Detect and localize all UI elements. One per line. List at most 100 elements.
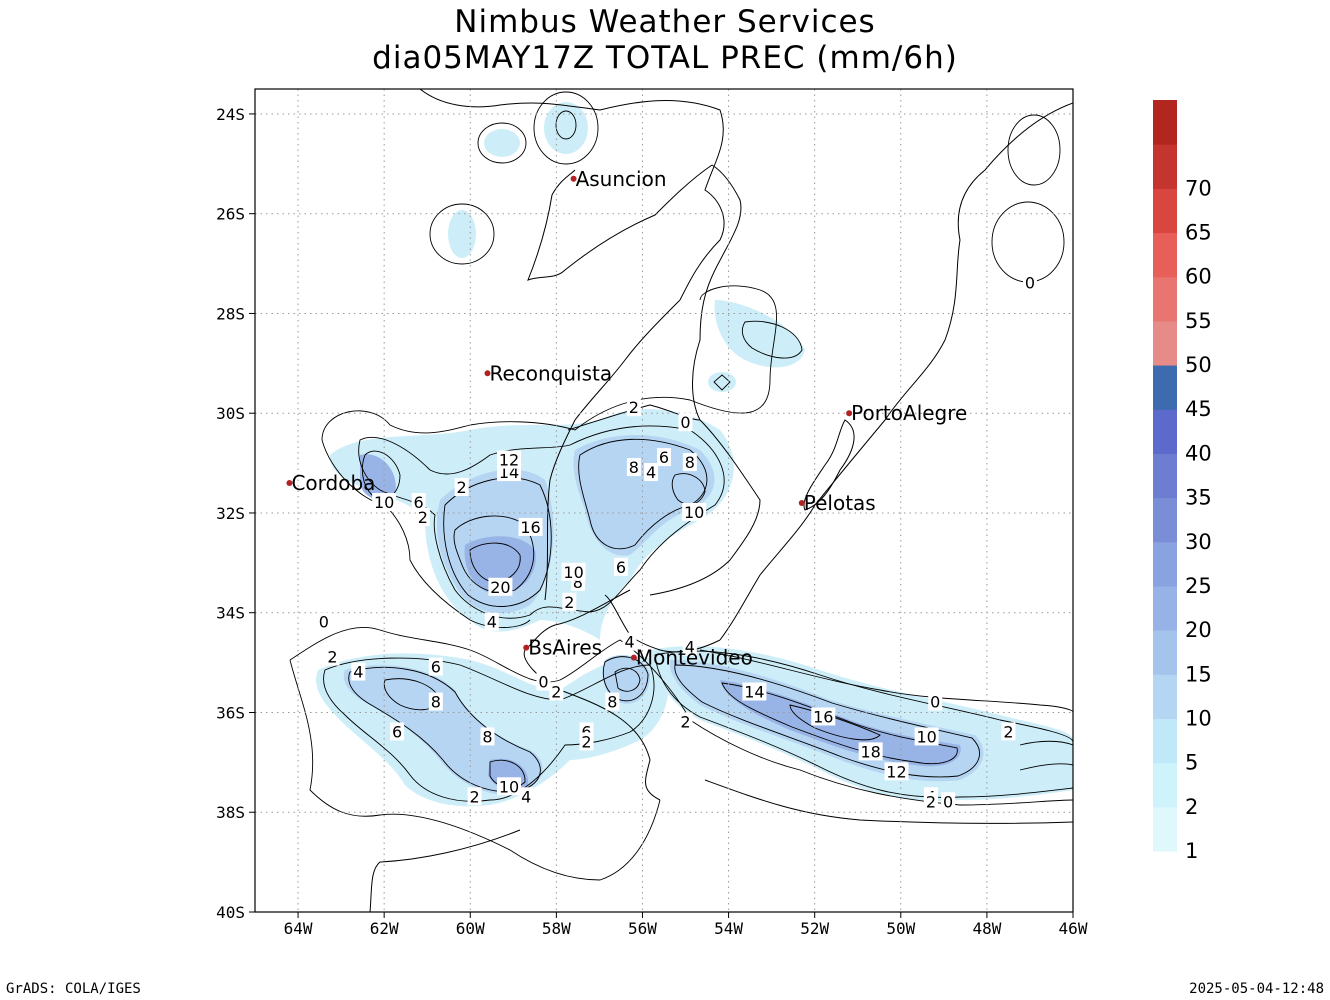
contour-small-diamond <box>713 374 731 391</box>
precip-cell-north-1 <box>484 129 520 157</box>
color-bar-label: 1 <box>1185 839 1198 863</box>
city-dot <box>484 370 491 377</box>
contour-label: 10 <box>684 503 704 522</box>
city-label: PortoAlegre <box>851 401 967 425</box>
contour-6-southeast <box>674 664 980 778</box>
color-bar-label: 20 <box>1185 618 1212 642</box>
axis-tick-labels: 64W 62W 60W 58W 56W 54W 52W 50W 48W 46W 24S 26S 28S 3… <box>216 105 1088 938</box>
contour-4-ne-blob <box>578 438 708 550</box>
city-dot <box>570 175 577 182</box>
contour-label-bg <box>622 632 637 651</box>
contour-label: 2 <box>418 508 428 527</box>
river-parana-lower <box>544 299 681 601</box>
contour-2-ocean-cell-1 <box>1007 114 1061 186</box>
coastline-brazil <box>719 102 1073 641</box>
contour-label-bg <box>626 458 641 477</box>
contour-label: 2 <box>629 398 639 417</box>
contour-label-bg <box>858 742 883 761</box>
map-plot-area <box>289 89 1073 912</box>
contour-misiones <box>741 320 803 359</box>
lon-tick-label: 48W <box>972 919 1001 938</box>
precip-area-north-east <box>573 435 715 556</box>
contour-label-bg <box>605 692 620 711</box>
contour-label-bg <box>497 777 522 796</box>
color-bar-label: 10 <box>1185 706 1212 730</box>
contour-label: 4 <box>487 613 497 632</box>
lon-tick-label: 62W <box>370 919 399 938</box>
color-bar-label: 55 <box>1185 309 1212 333</box>
contour-label: 2 <box>551 683 561 702</box>
lat-tick-label: 26S <box>216 205 245 224</box>
city-dot <box>798 499 805 506</box>
contour-label: 6 <box>431 658 441 677</box>
color-bar-segment <box>1153 585 1177 631</box>
contour-label: 8 <box>607 693 617 712</box>
contour-label: 6 <box>414 493 424 512</box>
city-label: Reconquista <box>489 361 612 385</box>
coastlines-and-borders <box>369 89 1073 912</box>
contour-label-bg <box>562 592 577 611</box>
contour-2-southeast <box>654 650 1073 798</box>
contour-label: 10 <box>916 727 936 746</box>
contour-label: 0 <box>680 413 690 432</box>
lat-tick-label: 28S <box>216 304 245 323</box>
contour-label: 10 <box>374 493 394 512</box>
color-bar-segment <box>1153 232 1177 278</box>
color-bar-segment <box>1153 188 1177 234</box>
border-argentina-brazil <box>692 164 742 421</box>
color-bar-label: 15 <box>1185 662 1212 686</box>
title-line1: Nimbus Weather Services <box>454 4 876 40</box>
contour-label: 8 <box>629 458 639 477</box>
contour-label: 14 <box>744 683 764 702</box>
contour-2-asuncion-cell <box>555 110 577 140</box>
lon-tick-label: 54W <box>714 919 743 938</box>
color-bar-label: 40 <box>1185 441 1212 465</box>
contour-label: 0 <box>930 693 940 712</box>
lat-tick-label: 24S <box>216 105 245 124</box>
contour-label-bg <box>657 448 671 467</box>
color-bar-label: 70 <box>1185 176 1212 200</box>
contour-label: 6 <box>616 558 626 577</box>
color-bar-segment <box>1153 365 1177 410</box>
contour-label-bg <box>884 762 909 781</box>
coastline-uruguay <box>604 594 721 653</box>
contour-label-bg <box>626 398 641 417</box>
color-bar-label: 65 <box>1185 221 1212 245</box>
color-bar-segment <box>1153 718 1177 764</box>
contour-label-bg <box>390 722 405 741</box>
color-bar-label: 50 <box>1185 353 1212 377</box>
color-bar-segment <box>1153 541 1177 587</box>
contour-label-bg <box>579 732 594 751</box>
lat-tick-label: 40S <box>216 903 245 922</box>
axis-ticks <box>249 113 1074 918</box>
contour-label-bg <box>519 787 534 806</box>
color-bar-segment <box>1153 674 1177 719</box>
contour-label-bg <box>467 787 482 806</box>
precip-area-montevideo <box>602 655 650 704</box>
color-bar-label: 60 <box>1185 265 1212 289</box>
color-bar-segment <box>1153 806 1177 852</box>
lon-tick-label: 60W <box>456 919 485 938</box>
city-markers: Asuncion Reconquista PortoAlegre Cordoba Pel… <box>286 167 967 670</box>
city-dot <box>523 644 530 651</box>
contour-label-bg <box>428 657 443 676</box>
contour-label-bg <box>682 453 697 472</box>
contour-label-bg <box>923 792 938 811</box>
contour-east-end <box>1019 740 1073 771</box>
contour-label-bg <box>682 502 707 521</box>
contour-label-bg <box>928 692 943 711</box>
color-bar-label: 30 <box>1185 530 1212 554</box>
contour-2-north-blob <box>358 425 725 619</box>
city-label: Montevideo <box>636 646 753 670</box>
city-label: Cordoba <box>291 471 375 495</box>
color-bar-segment <box>1153 762 1177 808</box>
precip-cell-asuncion <box>544 102 588 154</box>
contour-label-bg <box>454 478 469 497</box>
contour-2-paraguay-cell <box>477 122 527 164</box>
contour-2-chaco-cell <box>429 203 495 265</box>
contour-label: 6 <box>581 722 591 741</box>
contour-10-southwest <box>489 759 526 789</box>
precip-cell-misiones <box>714 300 805 368</box>
